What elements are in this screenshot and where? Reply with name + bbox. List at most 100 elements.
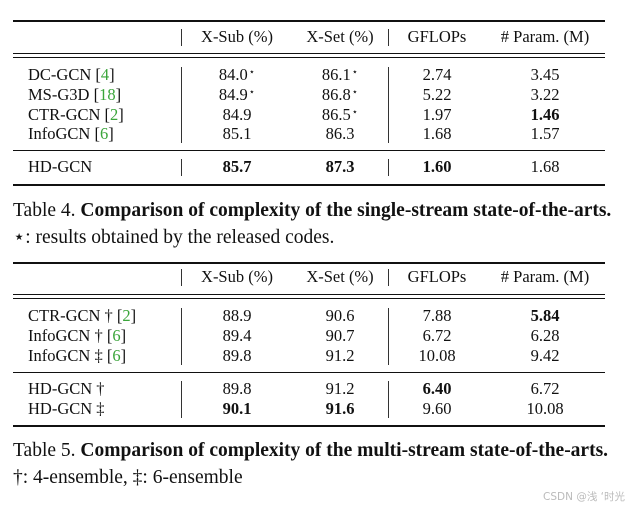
- cell-value: 5.84: [530, 306, 560, 325]
- cell-value: 1.68: [422, 124, 452, 144]
- table-cell: 9.42: [531, 346, 560, 366]
- caption-text: †: 4-ensemble, ‡: 6-ensemble: [13, 467, 243, 488]
- caption-label: Table 4.: [13, 200, 76, 221]
- column-header: GFLOPs: [407, 267, 467, 286]
- column-divider: [388, 269, 389, 286]
- table-cell: 10.08: [418, 346, 455, 366]
- column-divider: [388, 381, 389, 418]
- citation-link[interactable]: 4: [100, 65, 110, 84]
- method-name: HD-GCN †: [28, 379, 105, 399]
- column-divider: [181, 381, 182, 418]
- method-name: DC-GCN [4]: [28, 65, 115, 84]
- method-name: InfoGCN † [6]: [28, 326, 127, 345]
- citation-link[interactable]: 18: [99, 84, 116, 104]
- star-mark: ⋆: [351, 106, 359, 118]
- cell-value: 2.74: [422, 65, 452, 84]
- table-cell: 84.9: [223, 105, 252, 125]
- ensemble-mark: †: [94, 326, 103, 345]
- cell-value: 9.60: [422, 399, 452, 418]
- method-name: InfoGCN ‡ [6]: [28, 346, 127, 365]
- method-name: HD-GCN: [28, 157, 92, 177]
- table-cell: 91.2: [326, 346, 355, 366]
- ensemble-mark: †: [104, 306, 113, 325]
- cell-value: 87.3: [325, 157, 355, 176]
- cell-value: 88.9: [222, 306, 252, 325]
- ensemble-mark: ‡: [94, 346, 103, 365]
- star-mark: ⋆: [248, 86, 256, 98]
- cell-value: 91.2: [325, 379, 355, 398]
- table-cell: 86.3: [326, 124, 355, 144]
- cell-value: 1.60: [422, 157, 452, 176]
- ensemble-mark: ‡: [96, 399, 105, 418]
- top-rule: [13, 262, 605, 264]
- group-rule: [13, 372, 605, 373]
- method-label: InfoGCN: [28, 346, 91, 365]
- group-rule: [13, 150, 605, 151]
- cell-value: 89.8: [222, 379, 252, 398]
- table-cell: 6.40: [423, 379, 452, 399]
- citation-link[interactable]: 6: [99, 124, 109, 144]
- table-cell: 6.72: [423, 326, 452, 346]
- table-cell: 86.1⋆: [322, 65, 358, 85]
- method-label: HD-GCN: [28, 157, 93, 176]
- cell-value: 6.72: [530, 379, 560, 398]
- cell-value: 90.6: [325, 306, 355, 325]
- table-cell: 90.7: [326, 326, 355, 346]
- table-cell: 9.60: [423, 399, 452, 419]
- cell-value: 10.08: [418, 346, 456, 365]
- table-cell: 1.97: [423, 105, 452, 125]
- table-cell: 84.9⋆: [219, 85, 255, 105]
- table-cell: 3.45: [531, 65, 560, 85]
- table-cell: 3.22: [531, 85, 560, 105]
- cell-value: 6.40: [422, 379, 452, 398]
- column-divider: [181, 159, 182, 176]
- column-header: # Param. (M): [500, 27, 590, 46]
- citation-link[interactable]: 6: [112, 346, 121, 365]
- method-label: InfoGCN: [28, 124, 91, 144]
- cell-value: 1.57: [530, 124, 560, 144]
- column-header: X-Set (%): [306, 27, 374, 46]
- table-cell: 1.60: [423, 157, 452, 177]
- citation-link[interactable]: 6: [112, 326, 121, 345]
- top-rule: [13, 20, 605, 22]
- citation-link[interactable]: 2: [122, 306, 131, 325]
- cell-value: 9.42: [530, 346, 560, 365]
- cell-value: 86.5: [321, 104, 351, 124]
- table-cell: 6.72: [531, 379, 560, 399]
- citation-link[interactable]: 2: [110, 104, 119, 124]
- cell-value: 85.1: [222, 124, 252, 144]
- method-name: HD-GCN ‡: [28, 399, 105, 419]
- column-divider: [181, 308, 182, 365]
- method-label: HD-GCN: [28, 379, 93, 398]
- cell-value: 3.22: [530, 84, 560, 104]
- cell-value: 7.88: [422, 306, 452, 325]
- cell-value: 10.08: [526, 399, 564, 418]
- cell-value: 1.46: [530, 104, 560, 124]
- table-cell: 85.1: [223, 124, 252, 144]
- cell-value: 90.7: [325, 326, 355, 345]
- column-header: X-Sub (%): [201, 267, 273, 286]
- caption-label: Table 5.: [13, 440, 76, 461]
- method-label: DC-GCN: [28, 65, 92, 84]
- table-cell: 90.6: [326, 306, 355, 326]
- column-divider: [388, 29, 389, 46]
- cell-value: 89.8: [222, 346, 252, 365]
- cell-value: 84.9: [218, 84, 248, 104]
- star-mark: ⋆: [351, 67, 359, 78]
- table-cell: 6.28: [531, 326, 560, 346]
- cell-value: 6.72: [422, 326, 452, 345]
- caption-text: ⋆: results obtained by the released code…: [13, 227, 335, 248]
- table-cell: 89.8: [223, 379, 252, 399]
- star-mark: ⋆: [248, 67, 256, 78]
- method-name: CTR-GCN † [2]: [28, 306, 137, 325]
- cell-value: 3.45: [530, 65, 560, 84]
- cell-value: 5.22: [422, 84, 452, 104]
- cell-value: 84.0: [218, 65, 248, 84]
- cell-value: 89.4: [222, 326, 252, 345]
- method-label: MS-G3D: [28, 84, 90, 104]
- ensemble-mark: †: [96, 379, 105, 398]
- table-cell: 1.57: [531, 124, 560, 144]
- header-rule: [13, 294, 605, 295]
- table-cell: 89.4: [223, 326, 252, 346]
- cell-value: 86.1: [321, 65, 351, 84]
